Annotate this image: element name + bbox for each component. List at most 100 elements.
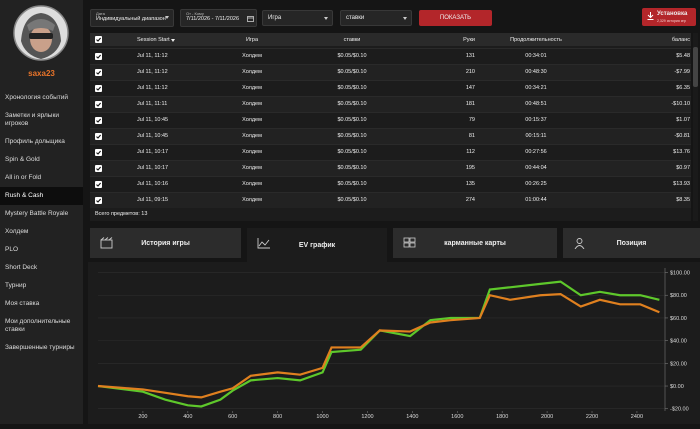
table-cell: Jul 11, 10:45 xyxy=(137,133,169,139)
table-row[interactable] xyxy=(90,160,691,176)
table-row[interactable] xyxy=(90,176,691,192)
table-cell: 195 xyxy=(465,165,475,171)
checkbox[interactable] xyxy=(95,36,102,43)
date-range[interactable]: От - Кому 7/11/2026 - 7/11/2026 xyxy=(180,9,257,27)
table-cell: $0.05/$0.10 xyxy=(337,149,367,155)
checkbox[interactable] xyxy=(95,52,102,60)
show-button[interactable]: ПОКАЗАТЬ xyxy=(419,10,492,26)
table-cell: 01:00:44 xyxy=(525,197,547,203)
checkbox[interactable] xyxy=(95,164,102,172)
value: Игра xyxy=(268,15,282,21)
y-tick-label: $20.00 xyxy=(670,361,687,367)
checkbox[interactable] xyxy=(95,148,102,156)
column-header: Продолжительность xyxy=(510,36,562,43)
menu-item[interactable]: Mystery Battle Royale xyxy=(5,210,69,217)
table-cell: Холдем xyxy=(242,149,262,155)
table-cell: $0.05/$0.10 xyxy=(337,133,367,139)
table-row[interactable] xyxy=(90,112,691,128)
calendar-icon xyxy=(247,16,254,22)
table-cell: -$10.10 xyxy=(671,101,690,107)
stakes-select[interactable]: ставки xyxy=(340,10,412,26)
tab-label: История игры xyxy=(141,239,190,247)
table-footer: Всего предметов: 13 xyxy=(95,211,148,217)
table-cell: -$0.81 xyxy=(674,133,690,139)
table-cell: $13.93 xyxy=(673,181,690,187)
menu-item[interactable]: Заметки и ярлыки игроков xyxy=(5,112,59,127)
table-cell: Холдем xyxy=(242,101,262,107)
x-tick-label: 1000 xyxy=(316,414,328,420)
table-row[interactable] xyxy=(90,80,691,96)
menu-item[interactable]: Spin & Gold xyxy=(5,156,40,163)
tab-icon xyxy=(100,237,113,249)
table-cell: 79 xyxy=(468,117,475,123)
table-cell: Jul 11, 09:15 xyxy=(137,197,169,203)
table-row[interactable] xyxy=(90,144,691,160)
checkbox[interactable] xyxy=(95,132,102,140)
column-header[interactable]: Session Start xyxy=(137,36,170,43)
table-cell: $5.48 xyxy=(676,53,690,59)
checkbox[interactable] xyxy=(95,100,102,108)
sidebar: saxa23 Хронология событий Заметки и ярлык… xyxy=(0,0,83,424)
table-cell: -$7.99 xyxy=(674,69,690,75)
menu-item[interactable]: Хронология событий xyxy=(5,94,69,101)
table-cell: Jul 11, 11:11 xyxy=(137,101,168,107)
table-cell: $0.05/$0.10 xyxy=(337,181,367,187)
table-cell: 00:34:01 xyxy=(525,53,547,59)
menu-item[interactable]: Профиль дольщика xyxy=(5,138,65,145)
sort-arrow xyxy=(171,39,175,42)
game-select[interactable]: Игра xyxy=(262,10,333,26)
table-cell: $0.05/$0.10 xyxy=(337,53,367,59)
install-button[interactable]: Установка 2,329 история игр xyxy=(642,8,696,26)
table-cell: 274 xyxy=(465,197,475,203)
menu-item[interactable]: Холдем xyxy=(5,228,29,235)
table-row[interactable] xyxy=(90,192,691,208)
menu-item[interactable]: Short Deck xyxy=(5,264,38,271)
checkbox[interactable] xyxy=(95,68,102,76)
x-tick-label: 200 xyxy=(138,414,147,420)
x-tick-label: 1600 xyxy=(451,414,463,420)
table-row[interactable] xyxy=(90,48,691,64)
x-tick-label: 400 xyxy=(183,414,192,420)
table-cell: Jul 11, 10:45 xyxy=(137,117,169,123)
y-tick-label: $100.00 xyxy=(670,271,690,277)
x-tick-label: 1800 xyxy=(496,414,508,420)
y-tick-label: $80.00 xyxy=(670,293,687,299)
y-tick-label: -$20.00 xyxy=(670,407,689,413)
menu-item[interactable]: Турнир xyxy=(5,282,27,289)
table-row[interactable] xyxy=(90,64,691,80)
menu-item[interactable]: Моя ставка xyxy=(5,300,40,307)
table-cell: 147 xyxy=(465,85,475,91)
chart: -$20.00 $0.00 $20.00 $40.00 $60.00 $80.00 $100… xyxy=(97,268,690,420)
table-row[interactable] xyxy=(90,96,691,112)
checkbox[interactable] xyxy=(95,116,102,124)
table-cell: Jul 11, 10:16 xyxy=(137,181,169,187)
menu-item[interactable]: Мои дополнительные ставки xyxy=(5,318,71,333)
x-tick-label: 2400 xyxy=(631,414,643,420)
tab-label: карманные карты xyxy=(444,239,506,247)
menu-item[interactable]: Rush & Cash xyxy=(0,187,83,205)
table-row[interactable] xyxy=(90,128,691,144)
install-sub: 2,329 история игр xyxy=(657,19,686,23)
table-cell: 00:34:21 xyxy=(525,85,547,91)
table-cell: Холдем xyxy=(242,53,262,59)
tab[interactable]: Позиция xyxy=(563,228,700,258)
table-cell: $8.35 xyxy=(676,197,690,203)
table-cell: Холдем xyxy=(242,197,262,203)
tab[interactable]: EV график xyxy=(247,228,387,262)
checkbox[interactable] xyxy=(95,84,102,92)
table-cell: Холдем xyxy=(242,165,262,171)
table-cell: Холдем xyxy=(242,85,262,91)
tab[interactable]: История игры xyxy=(90,228,241,258)
menu-item[interactable]: All in or Fold xyxy=(5,174,42,181)
tab-label: EV график xyxy=(298,241,336,249)
table-cell: 210 xyxy=(465,69,475,75)
checkbox[interactable] xyxy=(95,180,102,188)
checkbox[interactable] xyxy=(95,196,102,204)
date-select[interactable]: Дата Индивидуальный диапазон xyxy=(90,9,174,27)
x-tick-label: 1400 xyxy=(406,414,418,420)
menu-item[interactable]: PLO xyxy=(5,246,19,253)
x-tick-label: 800 xyxy=(273,414,282,420)
menu-item[interactable]: Завершенные турниры xyxy=(5,344,75,351)
tab[interactable]: карманные карты xyxy=(393,228,557,258)
